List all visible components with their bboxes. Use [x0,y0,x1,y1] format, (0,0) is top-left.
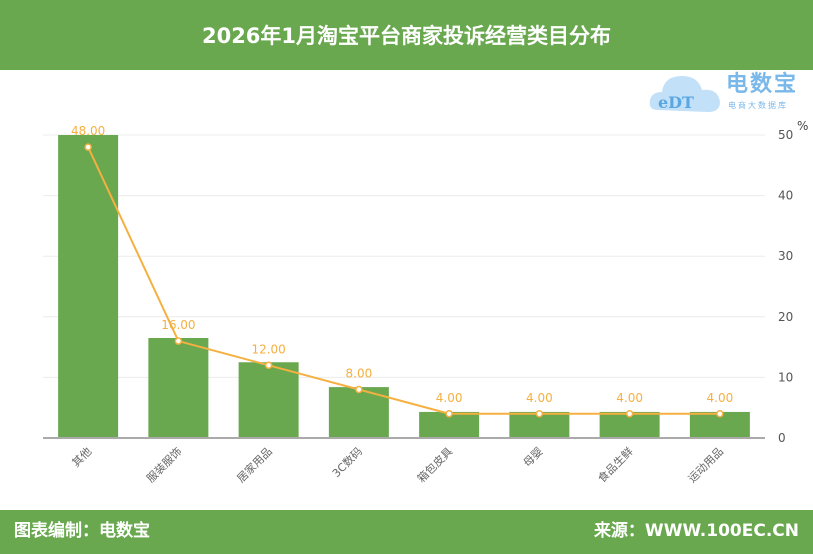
y-tick-label: 50 [778,128,793,142]
data-label: 4.00 [707,391,734,405]
data-label: 4.00 [616,391,643,405]
line-point [535,410,544,418]
line-point [264,361,273,370]
line-point [174,337,183,345]
chart-title: 2026年1月淘宝平台商家投诉经营类目分布 [0,0,813,70]
footer-credit: 图表编制：电数宝 [14,521,150,541]
data-label: 16.00 [161,318,195,332]
y-axis-unit: % [797,119,809,133]
line-point [625,410,634,418]
line-point [84,143,92,151]
x-tick-label: 运动用品 [686,445,726,485]
line-point [445,410,453,418]
y-tick-label: 10 [778,370,793,384]
bar [238,362,299,438]
data-label: 4.00 [436,391,463,405]
edt-logo: eDT 电数宝 电商大数据库 [648,70,798,116]
x-tick-label: 食品生鲜 [595,444,636,485]
x-tick-label: 服装服饰 [143,444,184,485]
y-tick-label: 20 [778,310,793,324]
footer-source: 来源：WWW.100EC.CN [593,521,799,541]
data-label: 48.00 [71,124,105,138]
line-series [87,146,720,415]
logo-name: 电数宝 [726,72,799,97]
data-label: 4.00 [526,391,553,405]
logo-mark: eDT [658,93,694,112]
x-tick-label: 其他 [69,445,94,470]
data-label: 8.00 [346,367,373,381]
x-tick-label: 3C数码 [330,445,365,480]
footer: 图表编制：电数宝 来源：WWW.100EC.CN [0,510,813,554]
y-tick-label: 40 [778,189,793,203]
bar [58,135,119,438]
chart-area: 0 10 20 30 40 50 48.00 16.00 12.00 8.00 4.00 4.00 4.… [43,124,793,485]
logo-tagline: 电商大数据库 [728,101,788,110]
line-point [716,410,724,418]
x-tick-label: 箱包皮具 [414,444,455,485]
bar [148,338,209,438]
line-point [355,385,363,394]
cloud-logo-icon: eDT [649,76,720,112]
x-tick-label: 居家用品 [234,444,275,485]
y-tick-label: 0 [778,431,786,445]
y-tick-label: 30 [778,249,793,263]
x-tick-label: 母婴 [521,445,546,470]
data-label: 12.00 [251,342,285,356]
